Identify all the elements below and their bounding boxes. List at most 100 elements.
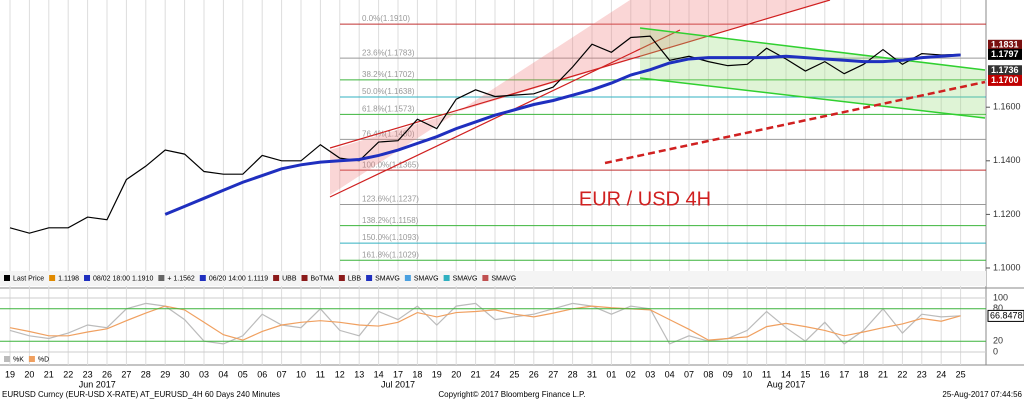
legend-swatch (301, 275, 308, 281)
legend-swatch (366, 275, 373, 281)
x-tick-label: 27 (548, 369, 558, 379)
x-tick-label: 21 (471, 369, 481, 379)
y-tick-label: 1.1400 (993, 155, 1021, 165)
legend-swatch (443, 275, 450, 281)
legend-swatch (482, 275, 489, 281)
footer-center: Copyright© 2017 Bloomberg Finance L.P. (438, 390, 585, 399)
series-line (9, 35, 961, 234)
y-tick-label: 1.1000 (993, 262, 1021, 272)
x-tick-label: 17 (393, 369, 403, 379)
price-tag-label: 1.1797 (991, 49, 1019, 59)
price-tag-label: 1.1700 (991, 75, 1019, 85)
legend-label: SMAVG (453, 275, 478, 282)
osc-tag (987, 309, 1024, 322)
x-tick-label: 03 (645, 369, 655, 379)
legend-swatch (273, 275, 280, 281)
x-tick-label: 23 (83, 369, 93, 379)
fib-label: 138.2%(1.1158) (362, 216, 419, 225)
x-tick-label: 26 (102, 369, 112, 379)
fib-label: 50.0%(1.1638) (362, 87, 415, 96)
legend-swatch (49, 275, 56, 281)
x-tick-label: 06 (257, 369, 267, 379)
x-tick-label: 08 (703, 369, 713, 379)
x-tick-label: 17 (839, 369, 849, 379)
fib-label: 76.4%(1.1480) (362, 129, 415, 138)
x-tick-label: 10 (742, 369, 752, 379)
osc-tick-label: 0 (993, 346, 998, 356)
x-tick-label: 11 (316, 369, 325, 379)
x-tick-label: 07 (277, 369, 287, 379)
series-line (9, 305, 961, 341)
footer-left: EURUSD Curncy (EUR-USD X-RATE) AT_EURUSD… (2, 390, 280, 399)
legend-bar (0, 271, 986, 286)
month-label: Aug 2017 (767, 379, 806, 389)
price-tag (988, 65, 1022, 77)
x-tick-label: 27 (121, 369, 131, 379)
x-tick-label: 21 (44, 369, 54, 379)
fib-label: 100.0%(1.1365) (362, 160, 419, 169)
legend-swatch (404, 275, 411, 281)
month-label: Jul 2017 (381, 379, 415, 389)
x-tick-label: 02 (626, 369, 636, 379)
rising-channel (330, 0, 830, 195)
fib-label: 38.2%(1.1702) (362, 70, 415, 79)
x-tick-label: 29 (160, 369, 170, 379)
x-tick-label: 25 (956, 369, 966, 379)
x-tick-label: 05 (238, 369, 248, 379)
x-tick-label: 01 (606, 369, 616, 379)
footer-right: 25-Aug-2017 07:44:56 (942, 390, 1022, 399)
x-tick-label: 14 (781, 369, 791, 379)
x-tick-label: 26 (529, 369, 539, 379)
legend-label: UBB (282, 275, 297, 282)
channel-line (639, 27, 986, 71)
x-tick-label: 24 (490, 369, 500, 379)
x-tick-label: 03 (199, 369, 209, 379)
osc-tick-label: 20 (993, 336, 1003, 346)
legend-label: Last Price (13, 275, 44, 282)
x-tick-label: 22 (63, 369, 73, 379)
x-tick-label: 25 (509, 369, 519, 379)
y-tick-label: 1.1600 (993, 102, 1021, 112)
x-tick-label: 20 (24, 369, 34, 379)
x-tick-label: 11 (762, 369, 771, 379)
price-tag (988, 74, 1022, 86)
x-tick-label: 12 (335, 369, 345, 379)
legend-label: 1.1198 (58, 275, 79, 282)
legend-label: SMAVG (491, 275, 516, 282)
price-tag (988, 39, 1022, 51)
legend-swatch (4, 275, 10, 281)
y-tick-label: 1.1200 (993, 209, 1021, 219)
x-tick-label: 22 (897, 369, 907, 379)
legend-swatch (158, 275, 165, 281)
osc-tick-label: 80 (993, 303, 1003, 313)
legend-label: LBB (348, 275, 362, 282)
price-tag-label: 1.1736 (991, 65, 1019, 75)
legend-swatch (199, 275, 206, 281)
legend-label: + 1.1562 (167, 275, 195, 282)
x-tick-label: 28 (568, 369, 578, 379)
legend-label: SMAVG (375, 275, 400, 282)
x-tick-label: 18 (859, 369, 869, 379)
x-tick-label: 28 (141, 369, 151, 379)
legend-label: SMAVG (414, 275, 439, 282)
x-tick-label: 07 (684, 369, 694, 379)
x-tick-label: 09 (723, 369, 733, 379)
x-tick-label: 20 (451, 369, 461, 379)
month-label: Jun 2017 (79, 379, 116, 389)
annotation: EUR / USD 4H (579, 188, 711, 210)
trend-line (604, 80, 986, 165)
legend-swatch (28, 356, 35, 362)
x-tick-label: 04 (218, 369, 228, 379)
fib-label: 61.8%(1.1573) (362, 105, 415, 114)
falling-channel (640, 28, 985, 118)
x-tick-label: 23 (917, 369, 927, 379)
legend-swatch (84, 275, 91, 281)
legend-label: 06/20 14:00 1.1119 (209, 275, 268, 282)
x-tick-label: 10 (296, 369, 306, 379)
x-tick-label: 15 (800, 369, 810, 379)
legend-label: BoTMA (311, 275, 335, 282)
x-tick-label: 31 (587, 369, 597, 379)
fib-label: 161.8%(1.1029) (362, 250, 419, 259)
legend-label: %D (38, 356, 49, 363)
